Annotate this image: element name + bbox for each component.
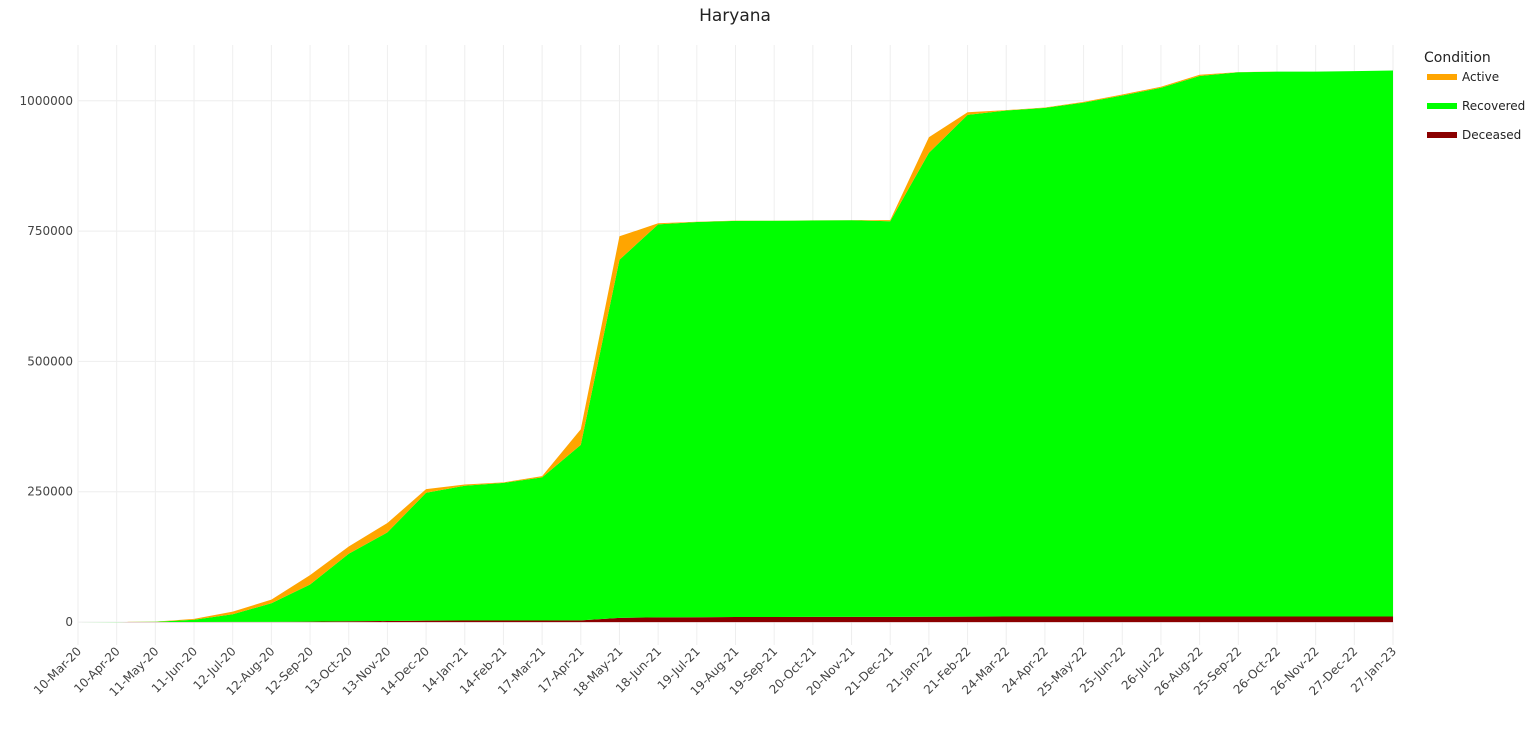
y-tick-label: 500000: [27, 354, 73, 368]
area: [78, 70, 1393, 623]
legend-label: Active: [1462, 70, 1499, 84]
y-tick-label: 750000: [27, 224, 73, 238]
y-tick-label: 1000000: [20, 94, 73, 108]
legend-title: Condition: [1424, 50, 1491, 66]
y-tick-label: 250000: [27, 485, 73, 499]
y-tick-label: 0: [65, 615, 73, 629]
legend-label: Recovered: [1462, 99, 1525, 113]
area: [78, 616, 1393, 623]
chart-title: Haryana: [699, 6, 771, 26]
legend-label: Deceased: [1462, 128, 1521, 142]
